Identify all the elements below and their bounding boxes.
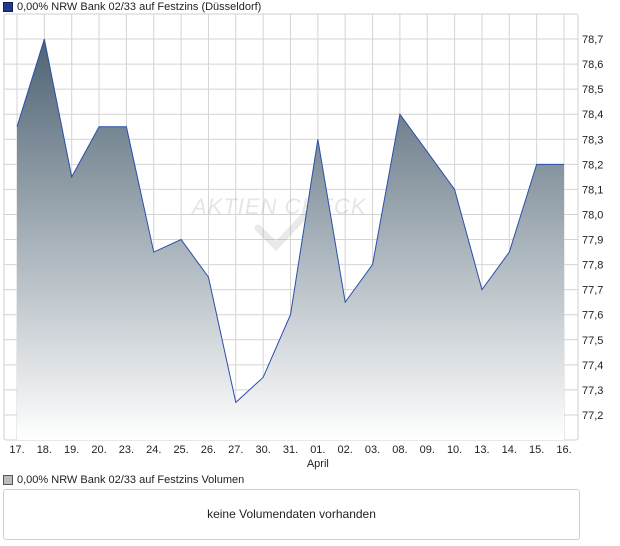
x-month-label: April xyxy=(307,458,329,470)
price-legend: 0,00% NRW Bank 02/33 auf Festzins (Düsse… xyxy=(3,1,261,13)
price-area xyxy=(17,39,564,440)
x-tick-label: 18. xyxy=(37,444,52,456)
x-tick-label: 16. xyxy=(556,444,571,456)
y-tick-label: 77,9 xyxy=(582,235,603,247)
x-tick-label: 03. xyxy=(365,444,380,456)
y-axis-ticks: 77,2 77,3 77,4 77,5 77,6 77,7 77,8 77,9 78,0 78,1… xyxy=(582,34,603,422)
y-tick-label: 78,3 xyxy=(582,134,603,146)
x-tick-label: 31. xyxy=(283,444,298,456)
x-tick-label: 17. xyxy=(9,444,24,456)
x-tick-label: 25. xyxy=(173,444,188,456)
y-tick-label: 78,5 xyxy=(582,84,603,96)
volume-legend: 0,00% NRW Bank 02/33 auf Festzins Volume… xyxy=(3,474,244,486)
x-tick-label: 27. xyxy=(228,444,243,456)
x-tick-label: 26. xyxy=(201,444,216,456)
volume-empty-message: keine Volumendaten vorhanden xyxy=(207,507,376,521)
x-tick-label: 09. xyxy=(420,444,435,456)
volume-panel: keine Volumendaten vorhanden xyxy=(3,489,580,540)
watermark: AKTIEN CHECK xyxy=(190,194,367,252)
y-tick-label: 77,5 xyxy=(582,335,603,347)
volume-legend-label: 0,00% NRW Bank 02/33 auf Festzins Volume… xyxy=(17,474,245,486)
y-tick-label: 78,2 xyxy=(582,159,603,171)
volume-legend-swatch xyxy=(3,475,13,485)
x-tick-label: 19. xyxy=(64,444,79,456)
x-tick-label: 14. xyxy=(502,444,517,456)
y-tick-label: 78,6 xyxy=(582,59,603,71)
watermark-check-icon xyxy=(254,210,310,252)
y-tick-label: 77,6 xyxy=(582,310,603,322)
x-tick-label: 24. xyxy=(146,444,161,456)
x-tick-label: 15. xyxy=(529,444,544,456)
x-tick-label: 30. xyxy=(256,444,271,456)
y-tick-label: 77,7 xyxy=(582,285,603,297)
y-tick-label: 78,1 xyxy=(582,184,603,196)
y-tick-label: 77,2 xyxy=(582,410,603,422)
x-tick-label: 23. xyxy=(119,444,134,456)
y-tick-label: 77,3 xyxy=(582,385,603,397)
y-tick-label: 78,7 xyxy=(582,34,603,46)
x-tick-label: 01. xyxy=(310,444,325,456)
price-legend-swatch xyxy=(3,2,13,12)
price-line xyxy=(16,38,564,404)
watermark-text: AKTIEN CHECK xyxy=(190,194,367,219)
x-tick-label: 02. xyxy=(338,444,353,456)
x-tick-label: 13. xyxy=(474,444,489,456)
y-tick-label: 78,4 xyxy=(582,109,603,121)
x-tick-label: 20. xyxy=(91,444,106,456)
y-tick-label: 78,0 xyxy=(582,209,603,221)
price-chart: AKTIEN CHECK 77,277,377,477,577,677,777,… xyxy=(3,13,603,470)
y-tick-label: 77,8 xyxy=(582,260,603,272)
x-tick-label: 08. xyxy=(392,444,407,456)
y-tick-label: 77,4 xyxy=(582,360,603,372)
x-axis-ticks: 17. 18. 19. 20. 23. 24. 25. 26. 27. 30. 31. 01. Apri… xyxy=(9,444,571,470)
x-tick-label: 10. xyxy=(447,444,462,456)
price-legend-label: 0,00% NRW Bank 02/33 auf Festzins (Düsse… xyxy=(17,1,262,13)
